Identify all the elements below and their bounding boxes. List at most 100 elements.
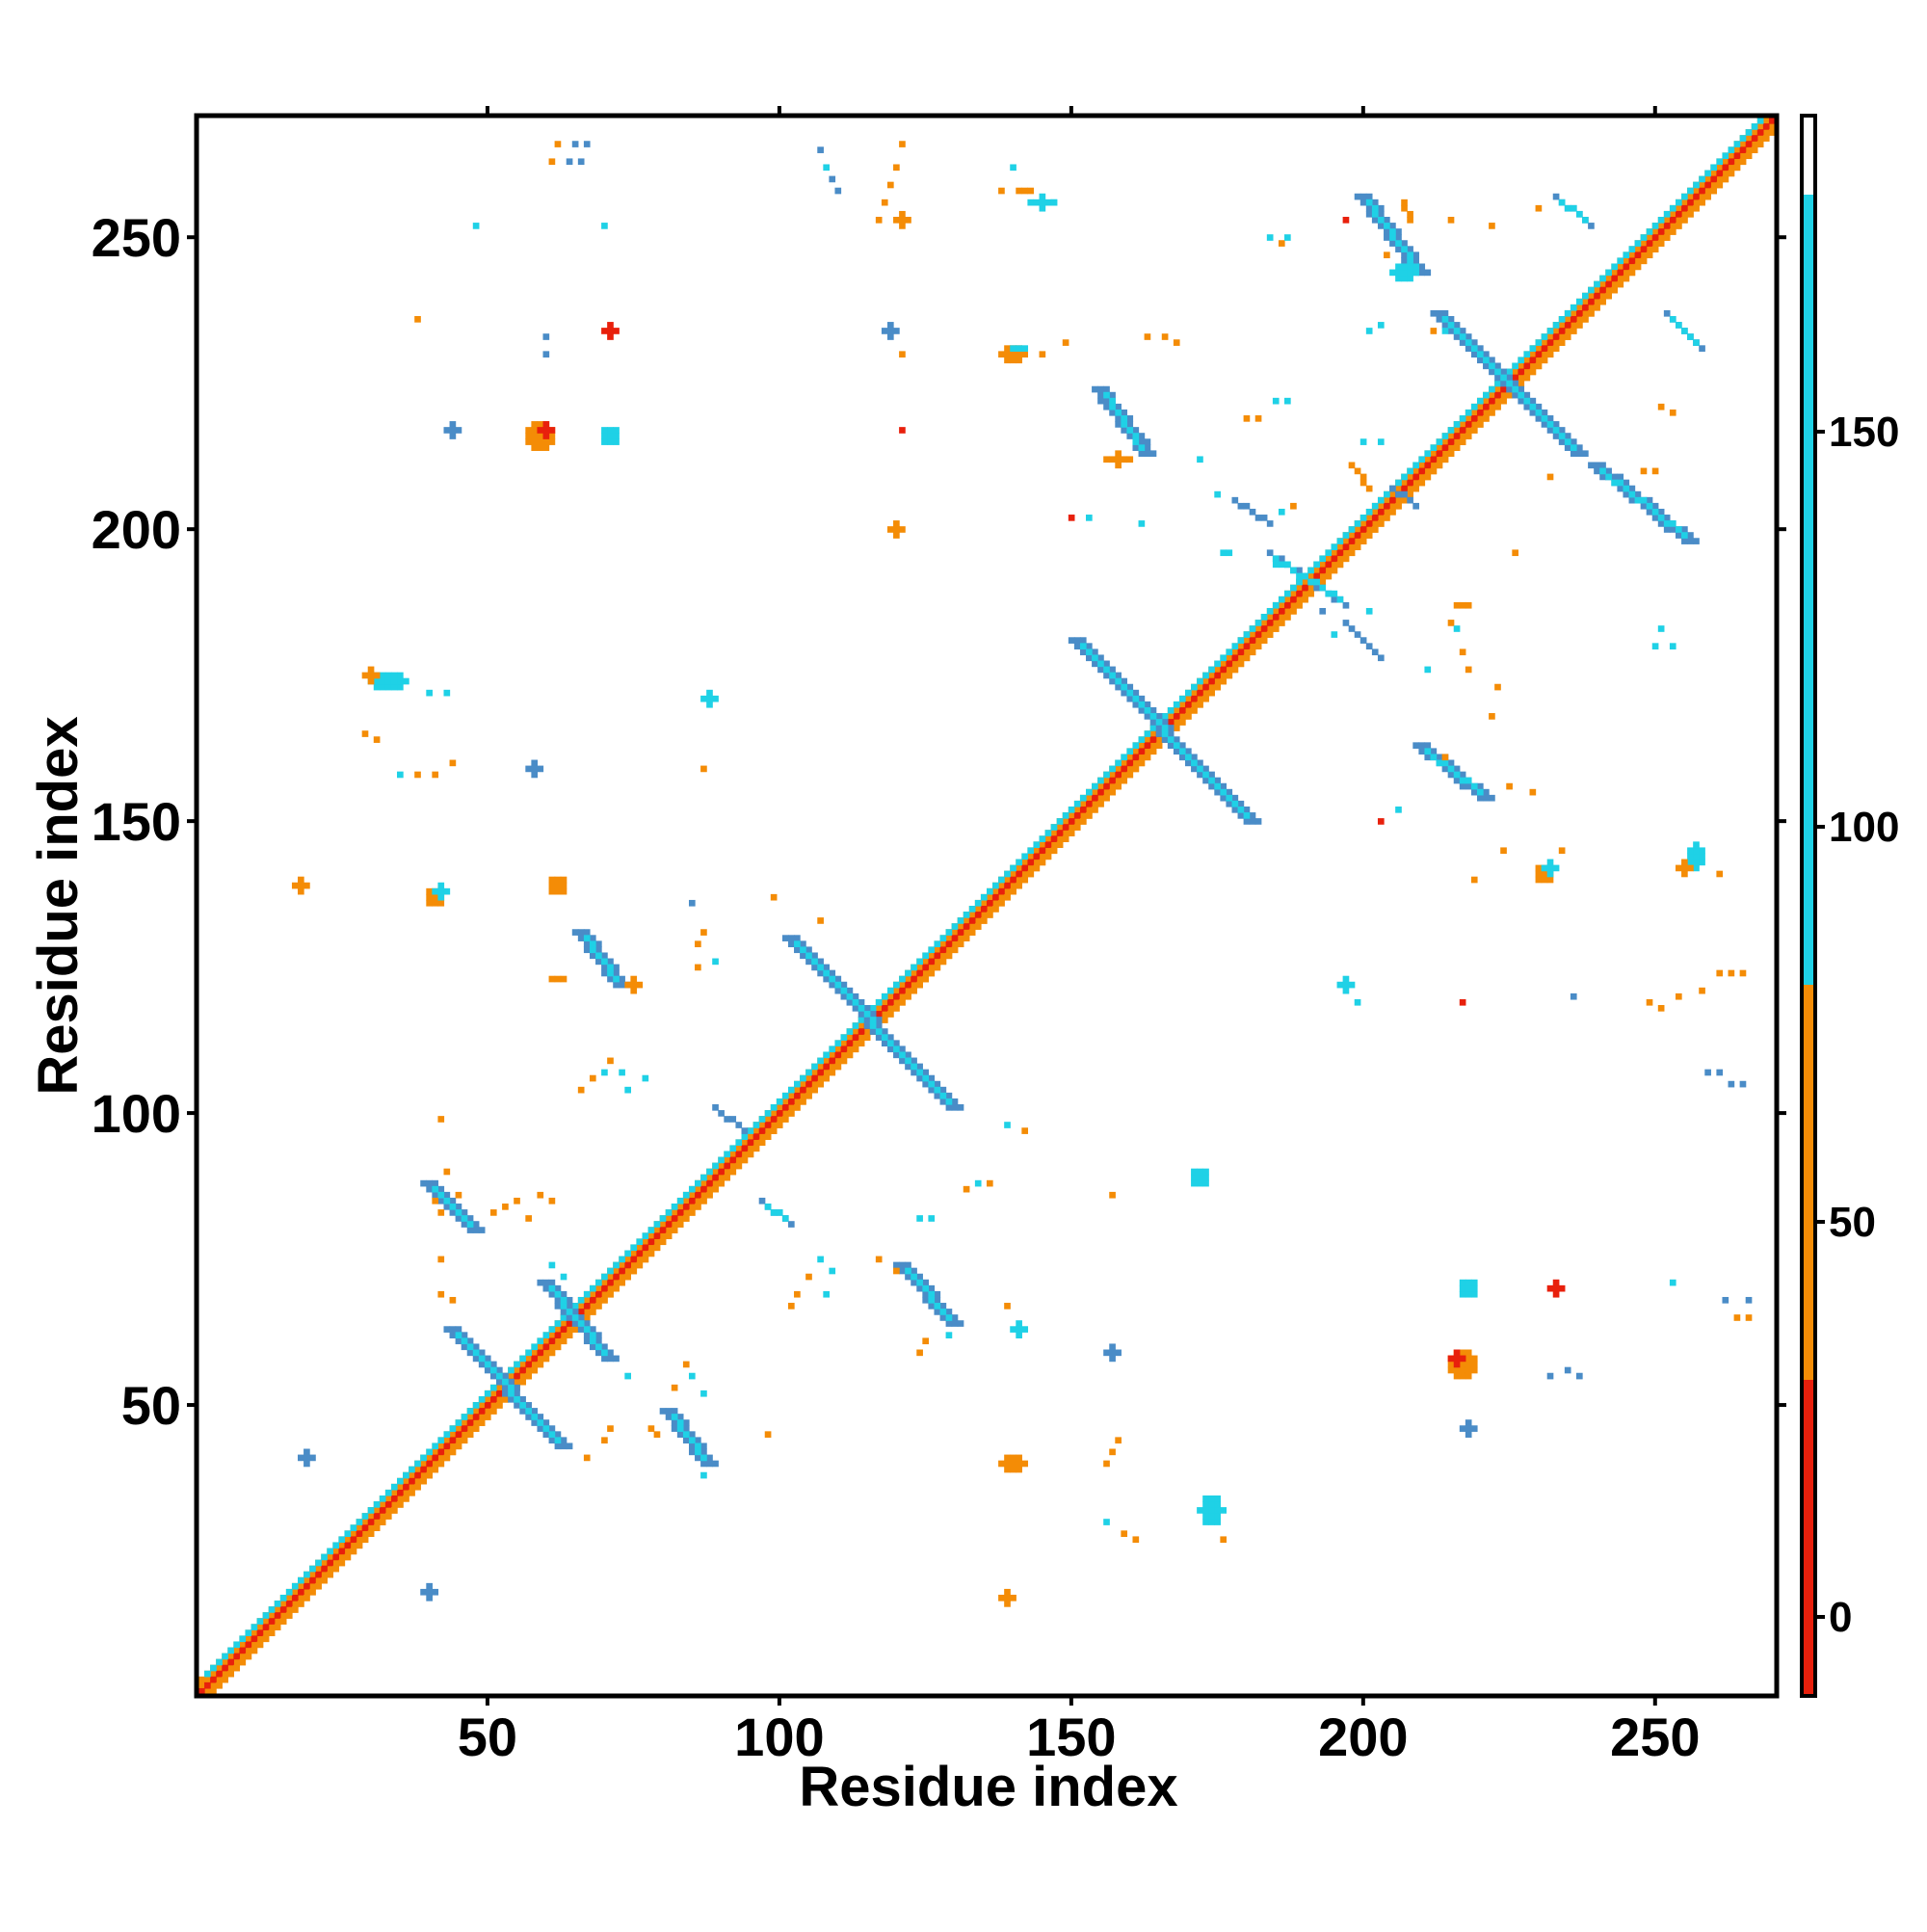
contact-cell [583, 1296, 591, 1304]
contact-cell [449, 433, 457, 439]
contact-cell [1313, 578, 1320, 586]
contact-cell [905, 217, 911, 224]
contact-cell [583, 1326, 591, 1333]
contact-cell [607, 969, 614, 977]
contact-cell [315, 1571, 322, 1578]
contact-cell [624, 1250, 631, 1257]
contact-cell [437, 1454, 445, 1462]
contact-cell [875, 998, 883, 1006]
contact-cell [794, 940, 801, 948]
contact-cell [1266, 607, 1274, 615]
contact-cell [390, 1489, 398, 1496]
contact-cell [1564, 444, 1571, 451]
contact-cell [496, 1366, 503, 1374]
contact-cell [1178, 754, 1186, 761]
contact-cell [653, 1221, 661, 1228]
contact-cell [1254, 620, 1262, 626]
contact-cell [502, 1395, 509, 1403]
contact-cell [1039, 835, 1046, 842]
contact-cell [1103, 403, 1110, 410]
contact-cell [1489, 391, 1495, 399]
contact-cell [1220, 1536, 1227, 1544]
contact-cell [1588, 223, 1595, 229]
contact-cell [1359, 526, 1367, 533]
contact-cell [595, 1343, 602, 1351]
contact-cell [1132, 438, 1140, 445]
contact-cell [437, 882, 445, 889]
contact-cell [1494, 391, 1501, 399]
contact-cell [1021, 853, 1029, 860]
contact-cell [729, 1145, 737, 1152]
contact-cell [1675, 223, 1682, 229]
contact-cell [1155, 730, 1163, 737]
contact-cell [373, 1501, 381, 1508]
contact-cell [367, 677, 375, 685]
contact-cell [1237, 660, 1245, 668]
contact-cell [823, 969, 830, 977]
contact-cell [1389, 269, 1396, 277]
contact-cell [1500, 380, 1507, 387]
contact-cell [198, 1676, 205, 1683]
contact-cell [695, 1454, 701, 1462]
contact-cell [1214, 777, 1221, 784]
contact-cell [577, 1314, 585, 1321]
contact-cell [934, 952, 941, 960]
contact-cell [1564, 328, 1571, 334]
contact-cell [1675, 322, 1682, 329]
contact-cell [916, 1069, 923, 1076]
contact-cell [304, 1460, 310, 1468]
contact-cell [630, 1261, 638, 1269]
contact-cell [531, 1361, 539, 1368]
contact-cell [298, 1454, 304, 1462]
contact-cell [414, 1483, 421, 1491]
contact-cell [805, 946, 812, 954]
contact-cell [916, 975, 923, 983]
contact-cell [1249, 818, 1256, 825]
y-tick-label: 50 [121, 1375, 181, 1436]
contact-cell [682, 1209, 690, 1216]
contact-cell [449, 1296, 457, 1304]
contact-cell [1640, 240, 1648, 247]
contact-cell [554, 1437, 562, 1444]
contact-cell [1202, 689, 1209, 697]
contact-cell [1546, 473, 1554, 481]
contact-cell [1453, 601, 1461, 609]
contact-cell [1640, 257, 1648, 265]
contact-cell [869, 1011, 877, 1018]
contact-cell [1465, 1355, 1472, 1363]
contact-cell [1470, 788, 1478, 796]
contact-cell [1365, 193, 1373, 200]
contact-cell [1191, 765, 1198, 773]
contact-cell [752, 1139, 760, 1147]
contact-cell [846, 1040, 854, 1047]
contact-cell [210, 1664, 217, 1672]
contact-cell [863, 1022, 871, 1029]
contact-cell [1109, 672, 1116, 679]
contact-cell [624, 1372, 631, 1380]
contact-cell [607, 1273, 614, 1281]
contact-cell [1605, 292, 1612, 300]
contact-cell [449, 1204, 457, 1210]
contact-cell [1016, 1320, 1022, 1327]
contact-cell [1149, 719, 1157, 726]
contact-cell [1628, 496, 1636, 504]
contact-cell [905, 1273, 911, 1281]
contact-cell [1021, 1127, 1029, 1134]
contact-cell [437, 1290, 445, 1298]
contact-cell [1693, 847, 1700, 855]
contact-cell [1231, 794, 1239, 802]
contact-cell [1523, 403, 1531, 410]
contact-cell [939, 1098, 947, 1105]
contact-cell [542, 1337, 550, 1345]
contact-cell [455, 1215, 462, 1222]
contact-cell [1092, 806, 1098, 813]
contact-cell [379, 672, 386, 679]
contact-cell [1173, 719, 1180, 726]
contact-cell [426, 689, 433, 697]
contact-cell [922, 1296, 930, 1304]
contact-cell [514, 1372, 520, 1380]
contact-cell [1296, 578, 1303, 586]
contact-cell [1132, 444, 1140, 451]
contact-cell [1132, 695, 1140, 702]
contact-cell [1278, 555, 1285, 563]
